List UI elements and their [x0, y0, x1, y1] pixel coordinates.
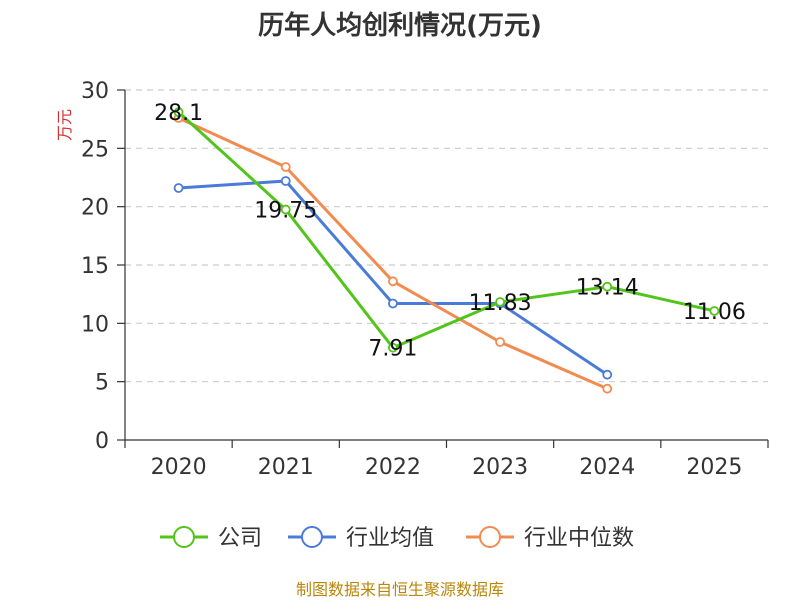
data-point [495, 337, 505, 347]
x-tick-label: 2022 [365, 455, 421, 480]
legend-item: 行业均值 [288, 526, 434, 551]
x-tick-label: 2023 [472, 455, 528, 480]
x-tick-label: 2024 [579, 455, 635, 480]
data-point [602, 281, 613, 292]
legend-item: 公司 [160, 526, 262, 551]
grid-lines [125, 89, 768, 383]
y-axis-unit-label: 万元 [55, 109, 74, 141]
data-labels: 28.1 19.75 7.91 11.83 13.14 11.06 [154, 101, 746, 362]
legend-label: 行业中位数 [524, 526, 634, 551]
data-point [280, 162, 291, 172]
legend-marker [301, 526, 323, 548]
x-tick-label: 2020 [151, 455, 207, 480]
y-tick-label: 0 [95, 429, 109, 454]
y-tick-label: 10 [81, 312, 109, 337]
legend-label: 公司 [218, 526, 262, 551]
data-label: 19.75 [254, 199, 317, 224]
data-label: 11.06 [683, 300, 746, 325]
data-point [602, 369, 613, 380]
data-point [280, 176, 291, 186]
data-point [495, 297, 505, 307]
legend-item: 行业中位数 [466, 526, 634, 551]
source-note: 制图数据来自恒生聚源数据库 [296, 580, 504, 599]
y-tick-label: 20 [81, 196, 109, 221]
legend-label: 行业均值 [346, 526, 434, 551]
x-tick-label: 2025 [686, 455, 742, 480]
y-tick-label: 15 [81, 254, 109, 279]
data-point [173, 107, 184, 118]
data-point [709, 306, 720, 316]
y-tick-label: 30 [81, 79, 109, 104]
y-tick-label: 5 [95, 371, 109, 396]
data-point [388, 276, 398, 287]
data-label: 11.83 [469, 291, 532, 316]
data-point [388, 298, 398, 309]
data-point [280, 204, 291, 215]
data-point [173, 183, 184, 193]
data-point [388, 342, 398, 353]
x-tick-label: 2021 [258, 455, 314, 480]
series-group [173, 107, 720, 394]
data-point [602, 383, 613, 394]
data-label: 13.14 [576, 276, 639, 301]
chart-title: 历年人均创利情况(万元) [258, 10, 542, 41]
legend-marker [173, 526, 195, 548]
legend-marker [479, 526, 501, 548]
data-label: 28.1 [154, 101, 203, 126]
data-label: 7.91 [368, 337, 417, 362]
y-tick-label: 25 [81, 137, 109, 162]
series-line-0 [177, 111, 715, 350]
legend: 公司 行业均值 行业中位数 [160, 526, 634, 551]
